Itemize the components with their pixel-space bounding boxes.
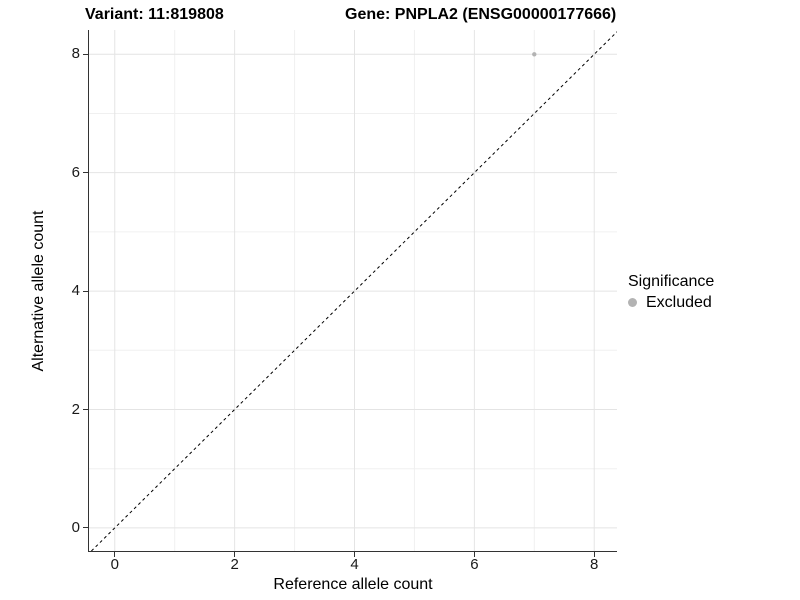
x-axis-title: Reference allele count <box>273 576 433 593</box>
legend: Significance Excluded <box>628 272 714 312</box>
y-tick-label: 2 <box>71 400 80 418</box>
y-tick-mark <box>83 527 88 529</box>
y-tick-mark <box>83 53 88 55</box>
x-tick-label: 8 <box>590 556 599 573</box>
excluded-point-icon <box>628 298 637 307</box>
variant-title: Variant: 11:819808 <box>85 6 224 23</box>
y-tick-label: 0 <box>71 518 80 536</box>
data-point <box>532 52 537 57</box>
y-tick-mark <box>83 290 88 292</box>
x-tick-label: 0 <box>110 556 119 573</box>
x-tick-mark <box>353 552 355 557</box>
legend-item-excluded: Excluded <box>628 293 714 312</box>
chart-canvas <box>89 30 617 551</box>
gene-title: Gene: PNPLA2 (ENSG00000177666) <box>345 6 617 23</box>
y-tick-mark <box>83 172 88 174</box>
y-axis-title: Alternative allele count <box>30 210 47 372</box>
legend-title: Significance <box>628 273 715 290</box>
x-tick-label: 4 <box>350 556 359 573</box>
y-tick-mark <box>83 409 88 410</box>
x-tick-label: 6 <box>470 556 479 573</box>
legend-item-label: Excluded <box>646 294 712 311</box>
y-tick-label: 4 <box>71 282 80 300</box>
x-tick-mark <box>114 552 116 557</box>
x-tick-label: 2 <box>230 556 239 573</box>
plot-panel <box>88 30 617 552</box>
x-tick-mark <box>473 552 475 557</box>
y-tick-label: 8 <box>71 45 80 63</box>
x-tick-mark <box>234 552 236 557</box>
y-tick-label: 6 <box>71 163 80 181</box>
x-tick-mark <box>593 552 595 557</box>
